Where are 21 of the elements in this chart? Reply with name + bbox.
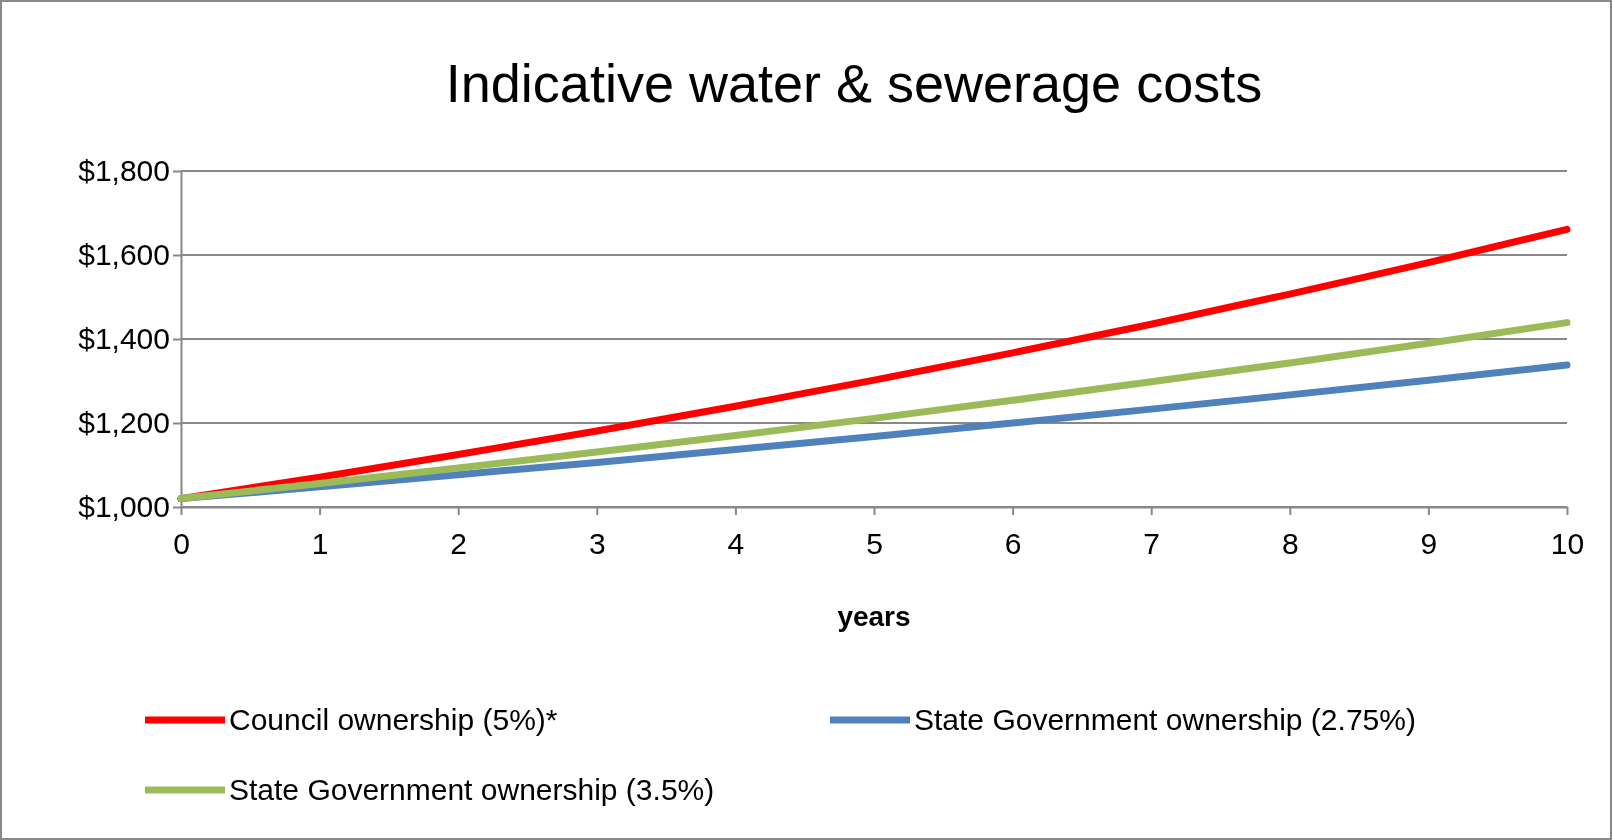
legend-label: Council ownership (5%)* — [229, 703, 558, 736]
legend-label: State Government ownership (2.75%) — [914, 703, 1416, 736]
x-tick-label: 0 — [173, 527, 190, 560]
x-tick-label: 3 — [588, 527, 606, 560]
y-tick-label: $1,600 — [78, 238, 170, 272]
x-tick-label: 10 — [1550, 527, 1585, 560]
x-tick-label: 4 — [727, 527, 745, 560]
y-tick-label: $1,000 — [78, 490, 170, 524]
x-tick-label: 2 — [450, 527, 468, 560]
x-tick-label: 6 — [1004, 527, 1022, 560]
y-tick-label: $1,200 — [78, 406, 170, 440]
x-axis-title: years — [837, 601, 911, 632]
x-tick-label: 9 — [1420, 527, 1438, 560]
y-tick-label: $1,400 — [78, 322, 170, 356]
x-tick-label: 8 — [1281, 527, 1299, 560]
x-tick-label: 5 — [866, 527, 883, 560]
chart-title: Indicative water & sewerage costs — [445, 53, 1263, 113]
x-tick-label: 7 — [1143, 527, 1161, 560]
y-tick-label: $1,800 — [78, 154, 170, 188]
x-tick-label: 1 — [311, 527, 329, 560]
legend-label: State Government ownership (3.5%) — [229, 773, 715, 806]
